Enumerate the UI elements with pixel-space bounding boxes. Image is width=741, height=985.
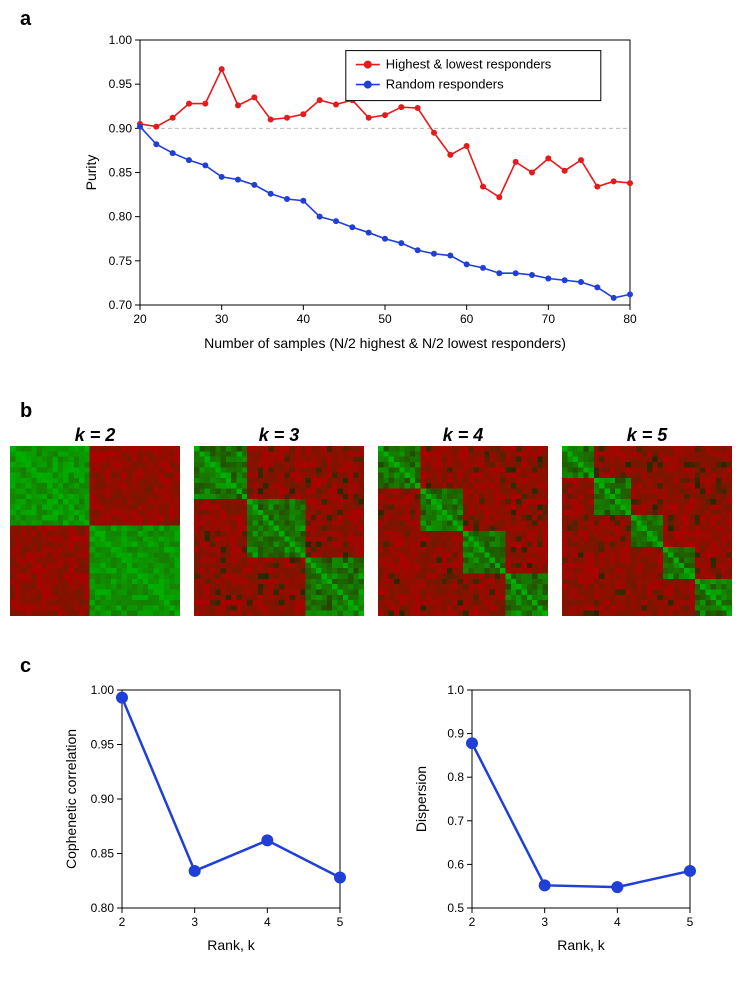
svg-text:Number of samples (N/2 highest: Number of samples (N/2 highest & N/2 low…	[204, 335, 566, 351]
svg-text:0.90: 0.90	[91, 792, 115, 806]
heatmap-title-k5: k = 5	[562, 425, 732, 446]
svg-text:Rank, k: Rank, k	[557, 937, 605, 953]
svg-text:0.9: 0.9	[447, 727, 464, 741]
heatmap-title-k2: k = 2	[10, 425, 180, 446]
svg-text:0.85: 0.85	[91, 847, 115, 861]
svg-text:1.0: 1.0	[447, 683, 464, 697]
svg-text:4: 4	[614, 915, 621, 929]
svg-text:3: 3	[541, 915, 548, 929]
svg-text:50: 50	[378, 312, 392, 326]
svg-text:3: 3	[191, 915, 198, 929]
svg-text:30: 30	[215, 312, 229, 326]
chart-c: 23450.800.850.900.951.00Rank, kCopheneti…	[60, 680, 700, 960]
svg-text:0.80: 0.80	[109, 210, 133, 224]
chart-a: 20 30 40 50 60 70 80 0.70 0.75 0.80 0.85 0.90 0.95 1.…	[80, 30, 640, 360]
heatmap-canvas-k3	[194, 446, 364, 616]
svg-text:Purity: Purity	[83, 155, 99, 191]
panel-label-b: b	[20, 400, 32, 423]
panel-label-c: c	[20, 655, 31, 678]
heatmap-k3: k = 3	[194, 425, 364, 616]
svg-text:80: 80	[623, 312, 637, 326]
svg-text:70: 70	[542, 312, 556, 326]
svg-text:Rank, k: Rank, k	[207, 937, 255, 953]
svg-text:60: 60	[460, 312, 474, 326]
svg-text:0.6: 0.6	[447, 857, 464, 871]
heatmap-canvas-k4	[378, 446, 548, 616]
heatmap-title-k3: k = 3	[194, 425, 364, 446]
heatmap-k5: k = 5	[562, 425, 732, 616]
svg-text:0.5: 0.5	[447, 901, 464, 915]
svg-text:0.8: 0.8	[447, 770, 464, 784]
svg-text:Random responders: Random responders	[386, 77, 504, 92]
svg-text:Dispersion: Dispersion	[413, 766, 429, 832]
svg-text:Cophenetic correlation: Cophenetic correlation	[63, 729, 79, 869]
svg-text:2: 2	[469, 915, 476, 929]
svg-text:4: 4	[264, 915, 271, 929]
svg-text:0.90: 0.90	[109, 121, 133, 135]
svg-text:Highest & lowest responders: Highest & lowest responders	[386, 57, 552, 72]
heatmap-canvas-k5	[562, 446, 732, 616]
svg-text:20: 20	[133, 312, 147, 326]
heatmap-k2: k = 2	[10, 425, 180, 616]
heatmap-canvas-k2	[10, 446, 180, 616]
svg-text:0.80: 0.80	[91, 901, 115, 915]
svg-text:0.70: 0.70	[109, 298, 133, 312]
svg-text:1.00: 1.00	[91, 683, 115, 697]
svg-text:0.7: 0.7	[447, 814, 464, 828]
chart-b-heatmaps: k = 2 k = 3 k = 4 k = 5	[10, 425, 731, 625]
svg-text:2: 2	[119, 915, 126, 929]
svg-text:0.95: 0.95	[109, 77, 133, 91]
heatmap-k4: k = 4	[378, 425, 548, 616]
svg-text:40: 40	[297, 312, 311, 326]
svg-text:0.75: 0.75	[109, 254, 133, 268]
svg-text:1.00: 1.00	[109, 33, 133, 47]
svg-text:5: 5	[337, 915, 344, 929]
svg-text:5: 5	[687, 915, 694, 929]
svg-text:0.85: 0.85	[109, 166, 133, 180]
svg-text:0.95: 0.95	[91, 738, 115, 752]
heatmap-title-k4: k = 4	[378, 425, 548, 446]
panel-label-a: a	[20, 8, 31, 31]
